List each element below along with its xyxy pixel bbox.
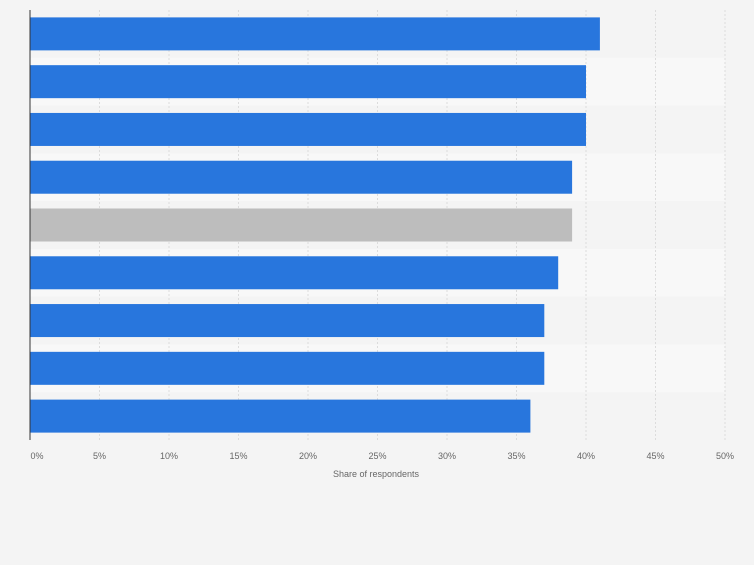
bar-highlighted[interactable] <box>30 208 573 242</box>
x-tick-label: 10% <box>160 451 178 461</box>
bars <box>30 17 600 433</box>
bar[interactable] <box>30 256 559 290</box>
bar[interactable] <box>30 399 531 433</box>
bar[interactable] <box>30 17 600 51</box>
x-tick-label: 15% <box>229 451 247 461</box>
x-tick-label: 35% <box>507 451 525 461</box>
x-tick-label: 20% <box>299 451 317 461</box>
x-tick-labels: 0% 5% 10% 15% 20% 25% 30% 35% 40% 45% 50% <box>30 451 734 461</box>
x-tick-label: 45% <box>646 451 664 461</box>
x-axis-label: Share of respondents <box>333 469 420 479</box>
x-tick-label: 30% <box>438 451 456 461</box>
bar[interactable] <box>30 304 545 338</box>
bar[interactable] <box>30 351 545 385</box>
bar[interactable] <box>30 65 586 99</box>
bar[interactable] <box>30 160 573 194</box>
x-tick-label: 0% <box>30 451 43 461</box>
x-tick-label: 5% <box>93 451 106 461</box>
bar[interactable] <box>30 112 586 146</box>
x-tick-label: 40% <box>577 451 595 461</box>
x-tick-label: 25% <box>368 451 386 461</box>
x-tick-label: 50% <box>716 451 734 461</box>
